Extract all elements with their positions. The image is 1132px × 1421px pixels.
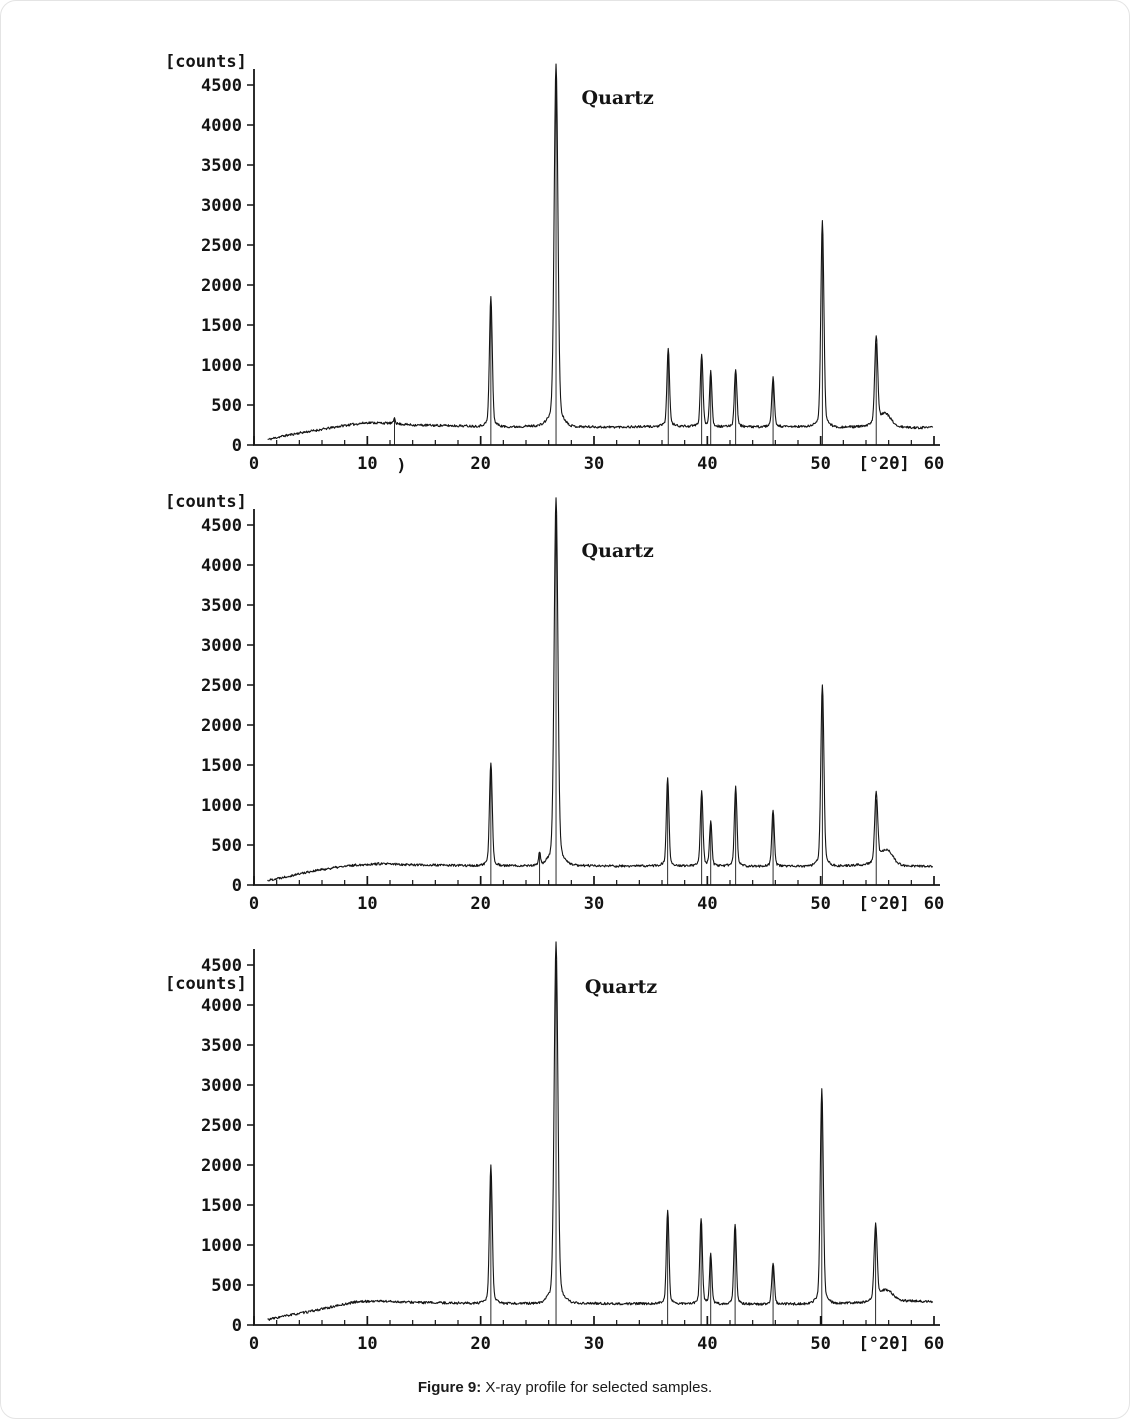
svg-text:4000: 4000 — [201, 996, 242, 1016]
x-axis-unit-label: [°2θ] — [859, 1334, 910, 1354]
xrd-chart-middle: 0 500 1000 1500 2000 2500 3000 3500 4000 4500 0 10 2… — [65, 485, 1065, 925]
xrd-trace — [267, 497, 933, 882]
svg-text:3000: 3000 — [201, 636, 242, 656]
svg-text:50: 50 — [810, 454, 830, 474]
svg-text:1500: 1500 — [201, 756, 242, 776]
svg-text:0: 0 — [232, 1316, 242, 1336]
svg-text:4500: 4500 — [201, 516, 242, 536]
xrd-chart-top: 0 500 1000 1500 2000 2500 3000 3500 4000 4500 0 10 2… — [65, 45, 1065, 485]
xrd-plot-top: 0 500 1000 1500 2000 2500 3000 3500 4000 4500 0 10 2… — [165, 52, 944, 476]
reference-lines — [490, 960, 877, 1325]
svg-text:3000: 3000 — [201, 1076, 242, 1096]
axes — [247, 509, 940, 886]
quartz-annotation: Quartz — [582, 87, 654, 109]
x-tick-labels: 0 10 20 30 40 50 60 — [249, 1334, 944, 1354]
figure-caption-label: Figure 9: — [417, 1379, 482, 1396]
stray-mark: ) — [396, 456, 406, 476]
axes — [247, 69, 940, 446]
svg-text:2000: 2000 — [201, 276, 242, 296]
xrd-trace — [267, 63, 934, 441]
svg-text:0: 0 — [249, 1334, 259, 1354]
svg-text:1500: 1500 — [201, 316, 242, 336]
svg-text:50: 50 — [810, 1334, 830, 1354]
svg-text:20: 20 — [470, 1334, 490, 1354]
svg-text:2000: 2000 — [201, 716, 242, 736]
svg-text:3500: 3500 — [201, 1036, 242, 1056]
x-tick-labels: 0 10 20 30 40 50 60 — [249, 454, 944, 474]
svg-text:4000: 4000 — [201, 556, 242, 576]
svg-text:40: 40 — [697, 454, 717, 474]
svg-text:50: 50 — [810, 894, 830, 914]
quartz-annotation: Quartz — [582, 540, 654, 562]
svg-text:60: 60 — [924, 894, 944, 914]
svg-text:20: 20 — [470, 894, 490, 914]
svg-text:3500: 3500 — [201, 156, 242, 176]
x-tick-labels: 0 10 20 30 40 50 60 — [249, 894, 944, 914]
svg-text:1000: 1000 — [201, 356, 242, 376]
svg-text:60: 60 — [924, 454, 944, 474]
xrd-plot-middle: 0 500 1000 1500 2000 2500 3000 3500 4000 4500 0 10 2… — [165, 492, 944, 914]
svg-text:4500: 4500 — [201, 76, 242, 96]
svg-text:1500: 1500 — [201, 1196, 242, 1216]
svg-text:500: 500 — [211, 1276, 242, 1296]
x-axis-unit-label: [°2θ] — [859, 894, 910, 914]
reference-lines — [394, 80, 877, 445]
svg-text:3500: 3500 — [201, 596, 242, 616]
svg-text:2500: 2500 — [201, 236, 242, 256]
x-axis-unit-label: [°2θ] — [859, 454, 910, 474]
y-tick-labels: 0 500 1000 1500 2000 2500 3000 3500 4000 4500 — [201, 956, 242, 1336]
figure-caption: Figure 9: X-ray profile for selected sam… — [1, 1379, 1129, 1396]
y-axis-counts-label: [counts] — [165, 974, 247, 994]
svg-text:0: 0 — [232, 876, 242, 896]
svg-text:500: 500 — [211, 836, 242, 856]
svg-text:40: 40 — [697, 1334, 717, 1354]
reference-lines — [490, 514, 877, 885]
svg-text:2000: 2000 — [201, 1156, 242, 1176]
xrd-charts: 0 500 1000 1500 2000 2500 3000 3500 4000 4500 0 10 2… — [65, 1, 1065, 1365]
svg-text:2500: 2500 — [201, 1116, 242, 1136]
quartz-annotation: Quartz — [585, 976, 657, 998]
svg-text:2500: 2500 — [201, 676, 242, 696]
y-axis-counts-label: [counts] — [165, 492, 247, 512]
svg-text:1000: 1000 — [201, 796, 242, 816]
svg-text:30: 30 — [584, 1334, 604, 1354]
svg-text:60: 60 — [924, 1334, 944, 1354]
svg-text:20: 20 — [470, 454, 490, 474]
svg-text:4500: 4500 — [201, 956, 242, 976]
svg-text:10: 10 — [357, 1334, 377, 1354]
svg-text:40: 40 — [697, 894, 717, 914]
svg-text:4000: 4000 — [201, 116, 242, 136]
xrd-plot-bottom: 0 500 1000 1500 2000 2500 3000 3500 4000 4500 0 10 2… — [165, 941, 944, 1354]
xrd-trace — [267, 941, 934, 1321]
axes — [247, 949, 940, 1326]
y-tick-labels: 0 500 1000 1500 2000 2500 3000 3500 4000 4500 — [201, 516, 242, 896]
svg-text:3000: 3000 — [201, 196, 242, 216]
svg-text:1000: 1000 — [201, 1236, 242, 1256]
svg-text:30: 30 — [584, 454, 604, 474]
y-tick-labels: 0 500 1000 1500 2000 2500 3000 3500 4000 4500 — [201, 76, 242, 456]
y-axis-counts-label: [counts] — [165, 52, 247, 72]
figure-caption-text: X-ray profile for selected samples. — [481, 1379, 713, 1396]
svg-text:10: 10 — [357, 454, 377, 474]
svg-text:30: 30 — [584, 894, 604, 914]
svg-text:0: 0 — [232, 436, 242, 456]
xrd-chart-bottom: 0 500 1000 1500 2000 2500 3000 3500 4000 4500 0 10 2… — [65, 925, 1065, 1365]
svg-text:10: 10 — [357, 894, 377, 914]
svg-text:0: 0 — [249, 894, 259, 914]
svg-text:500: 500 — [211, 396, 242, 416]
svg-text:0: 0 — [249, 454, 259, 474]
